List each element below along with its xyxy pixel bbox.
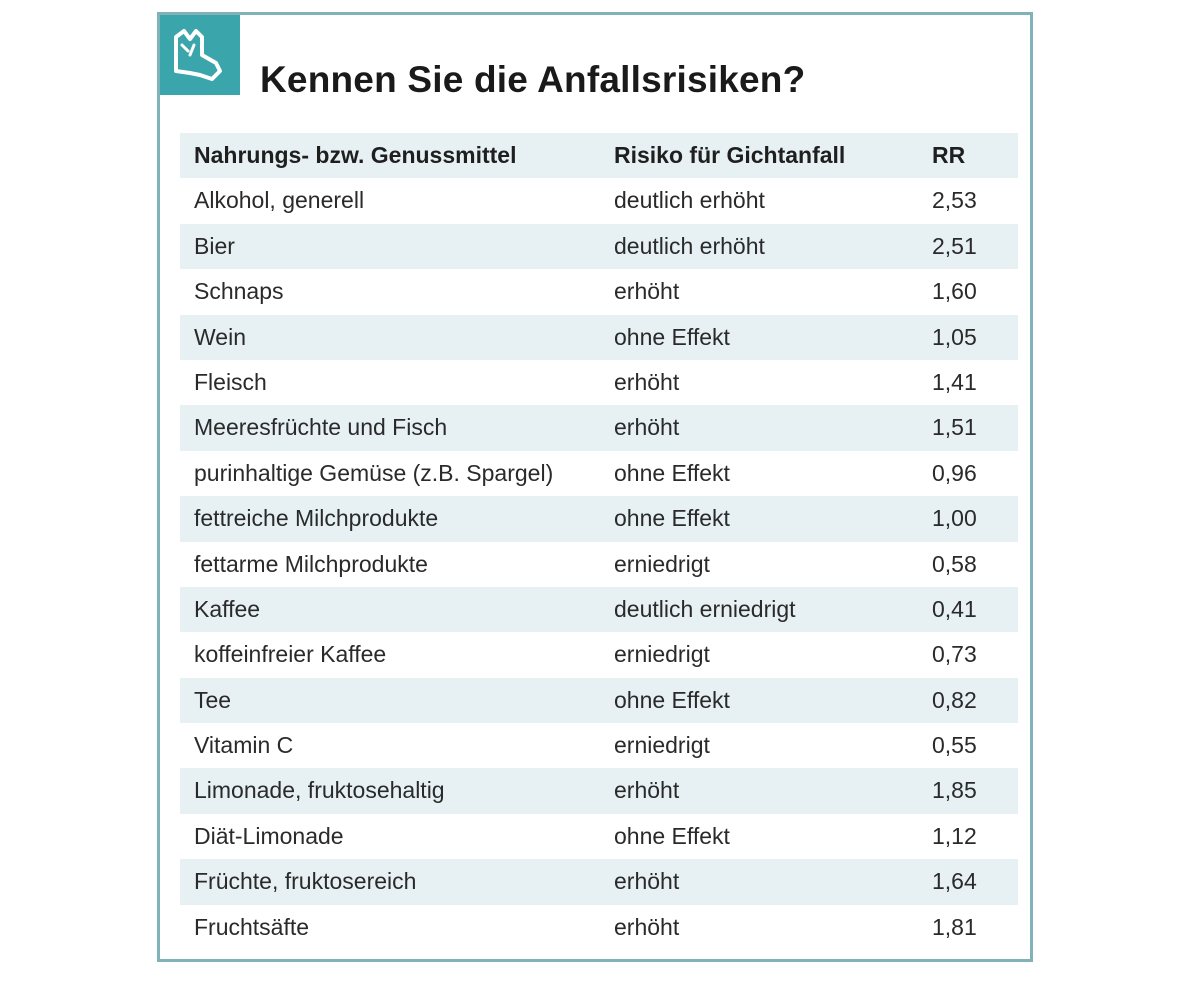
table-row: Fruchtsäfte erhöht 1,81 [180,905,1018,950]
food-cell: koffeinfreier Kaffee [194,641,387,668]
rr-cell: 1,12 [932,822,977,849]
risk-cell: erhöht [614,913,680,940]
risk-cell: deutlich erhöht [614,187,765,214]
table-row: Kaffee deutlich erniedrigt 0,41 [180,586,1018,633]
table-row: koffeinfreier Kaffee erniedrigt 0,73 [180,632,1018,677]
table-row: Meeresfrüchte und Fisch erhöht 1,51 [180,405,1018,451]
page-title: Kennen Sie die Anfallsrisiken? [260,59,806,100]
risk-cell: ohne Effekt [614,686,730,713]
risk-table: Nahrungs- bzw. Genussmittel Risiko für G… [180,133,1018,950]
table-row: Wein ohne Effekt 1,05 [180,314,1018,360]
risk-cell: erhöht [614,368,680,395]
rr-cell: 2,53 [932,187,977,214]
rr-cell: 0,41 [932,595,977,622]
table-row: Vitamin C erniedrigt 0,55 [180,723,1018,768]
rr-cell: 0,82 [932,686,977,713]
food-cell: Schnaps [194,278,284,305]
rr-cell: 1,05 [932,323,977,350]
rr-cell: 1,00 [932,505,977,532]
rr-cell: 0,96 [932,459,977,486]
food-cell: Tee [194,686,232,713]
risk-cell: erhöht [614,868,680,895]
rr-cell: 2,51 [932,232,977,259]
food-cell: Kaffee [194,595,261,622]
food-cell: purinhaltige Gemüse (z.B. Spargel) [194,459,554,486]
header-food: Nahrungs- bzw. Genussmittel [194,142,517,168]
risk-cell: deutlich erhöht [614,232,765,259]
risk-cell: erhöht [614,414,680,441]
risk-cell: erniedrigt [614,732,710,759]
table-row: fettarme Milchprodukte erniedrigt 0,58 [180,542,1018,587]
rr-cell: 1,41 [932,368,977,395]
risk-table-card: Kennen Sie die Anfallsrisiken? Nahrungs-… [157,12,1033,962]
food-cell: Meeresfrüchte und Fisch [194,414,448,441]
table-row: purinhaltige Gemüse (z.B. Spargel) ohne E… [180,451,1018,496]
risk-cell: erhöht [614,278,680,305]
table-header-row: Nahrungs- bzw. Genussmittel Risiko für G… [180,133,1018,179]
food-cell: Alkohol, generell [194,187,365,214]
header-rr: RR [932,142,966,168]
gout-foot-logo-icon [160,15,240,95]
risk-cell: erniedrigt [614,550,710,577]
food-cell: Diät-Limonade [194,822,344,849]
food-cell: fettarme Milchprodukte [194,550,428,577]
table-row: Bier deutlich erhöht 2,51 [180,223,1018,270]
rr-cell: 0,73 [932,641,977,668]
food-cell: Fleisch [194,368,267,395]
table-row: fettreiche Milchprodukte ohne Effekt 1,00 [180,496,1018,542]
table-row: Schnaps erhöht 1,60 [180,269,1018,314]
food-cell: Bier [194,232,235,259]
food-cell: Vitamin C [194,732,294,759]
rr-cell: 0,55 [932,732,977,759]
risk-cell: erniedrigt [614,641,710,668]
rr-cell: 1,64 [932,868,977,895]
risk-cell: ohne Effekt [614,822,730,849]
food-cell: Fruchtsäfte [194,913,310,940]
food-cell: fettreiche Milchprodukte [194,505,439,532]
header-risk: Risiko für Gichtanfall [614,142,846,168]
table-row: Diät-Limonade ohne Effekt 1,12 [180,814,1018,859]
rr-cell: 1,51 [932,414,977,441]
risk-cell: ohne Effekt [614,505,730,532]
rr-cell: 1,81 [932,913,977,940]
risk-cell: ohne Effekt [614,459,730,486]
food-cell: Limonade, fruktosehaltig [194,777,445,804]
food-cell: Früchte, fruktosereich [194,868,417,895]
rr-cell: 0,58 [932,550,977,577]
food-cell: Wein [194,323,246,350]
table-row: Limonade, fruktosehaltig erhöht 1,85 [180,768,1018,814]
table-row: Tee ohne Effekt 0,82 [180,677,1018,724]
table-row: Alkohol, generell deutlich erhöht 2,53 [180,178,1018,223]
risk-cell: deutlich erniedrigt [614,595,796,622]
table-row: Fleisch erhöht 1,41 [180,360,1018,405]
risk-cell: erhöht [614,777,680,804]
rr-cell: 1,60 [932,278,977,305]
table-row: Früchte, fruktosereich erhöht 1,64 [180,859,1018,905]
rr-cell: 1,85 [932,777,977,804]
risk-cell: ohne Effekt [614,323,730,350]
